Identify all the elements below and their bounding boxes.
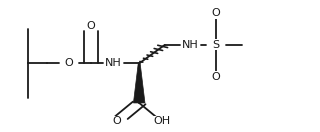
Text: S: S [212,40,220,50]
Text: NH: NH [105,58,122,68]
Text: NH: NH [182,40,199,50]
Text: O: O [212,8,220,18]
Text: O: O [64,58,73,68]
Text: O: O [112,116,121,126]
Text: O: O [87,21,96,31]
Polygon shape [133,63,145,103]
Text: O: O [212,72,220,82]
Text: OH: OH [153,116,170,126]
